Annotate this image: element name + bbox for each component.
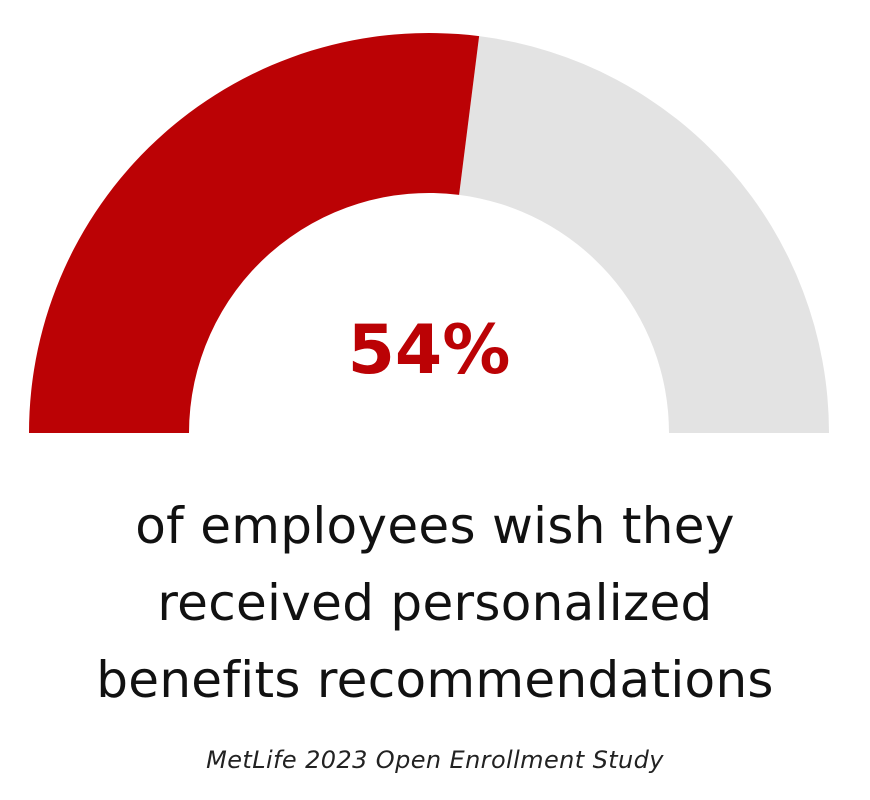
gauge-filled-arc xyxy=(29,33,480,433)
caption-line-3: benefits recommendations xyxy=(96,651,774,709)
gauge-value-label: 54% xyxy=(348,311,511,390)
source-citation: MetLife 2023 Open Enrollment Study xyxy=(206,746,664,774)
gauge-chart: 54% xyxy=(29,33,829,434)
caption-line-2: received personalized xyxy=(157,574,713,632)
caption-line-1: of employees wish they xyxy=(135,497,735,555)
gauge-remaining-arc xyxy=(459,36,829,434)
caption: of employees wish they received personal… xyxy=(0,488,870,719)
